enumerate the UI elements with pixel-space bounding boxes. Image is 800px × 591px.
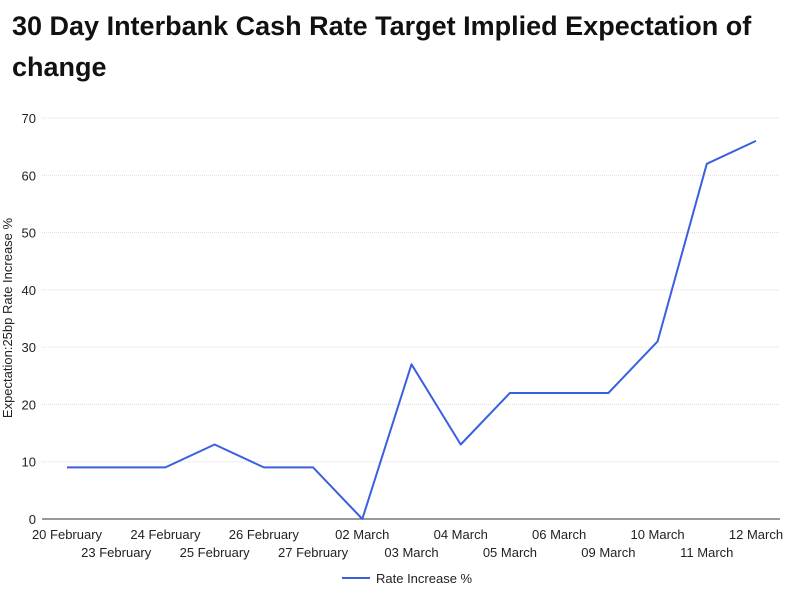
legend: Rate Increase %	[342, 571, 473, 586]
x-tick-label: 02 March	[335, 527, 389, 542]
x-tick-label: 25 February	[180, 545, 251, 560]
x-tick-label: 10 March	[630, 527, 684, 542]
x-tick-label: 09 March	[581, 545, 635, 560]
y-tick-label: 10	[22, 455, 36, 470]
gridlines	[42, 117, 780, 520]
y-axis-ticks: 0 10 20 30 40 50 60 70	[22, 111, 36, 527]
y-axis-label: Expectation:25bp Rate Increase %	[0, 217, 15, 418]
x-tick-label: 04 March	[434, 527, 488, 542]
chart-title: 30 Day Interbank Cash Rate Target Implie…	[12, 11, 752, 82]
y-tick-label: 40	[22, 283, 36, 298]
legend-label: Rate Increase %	[376, 571, 473, 586]
x-tick-label: 20 February	[32, 527, 103, 542]
x-tick-label: 03 March	[384, 545, 438, 560]
x-tick-label: 23 February	[81, 545, 152, 560]
x-tick-label: 11 March	[680, 545, 733, 560]
y-tick-label: 30	[22, 340, 36, 355]
x-tick-label: 06 March	[532, 527, 586, 542]
series-line	[67, 139, 757, 520]
x-tick-label: 27 February	[278, 545, 349, 560]
y-tick-label: 70	[22, 111, 36, 126]
x-tick-label: 26 February	[229, 527, 300, 542]
y-tick-label: 60	[22, 168, 36, 183]
x-tick-label: 24 February	[130, 527, 201, 542]
series-group	[67, 139, 757, 520]
y-tick-label: 20	[22, 397, 36, 412]
x-tick-label: 05 March	[483, 545, 537, 560]
x-axis-ticks: 20 February 23 February 24 February 25 Febr…	[32, 527, 783, 560]
y-tick-label: 50	[22, 226, 36, 241]
y-tick-label: 0	[29, 512, 36, 527]
x-tick-label: 12 March	[729, 527, 783, 542]
